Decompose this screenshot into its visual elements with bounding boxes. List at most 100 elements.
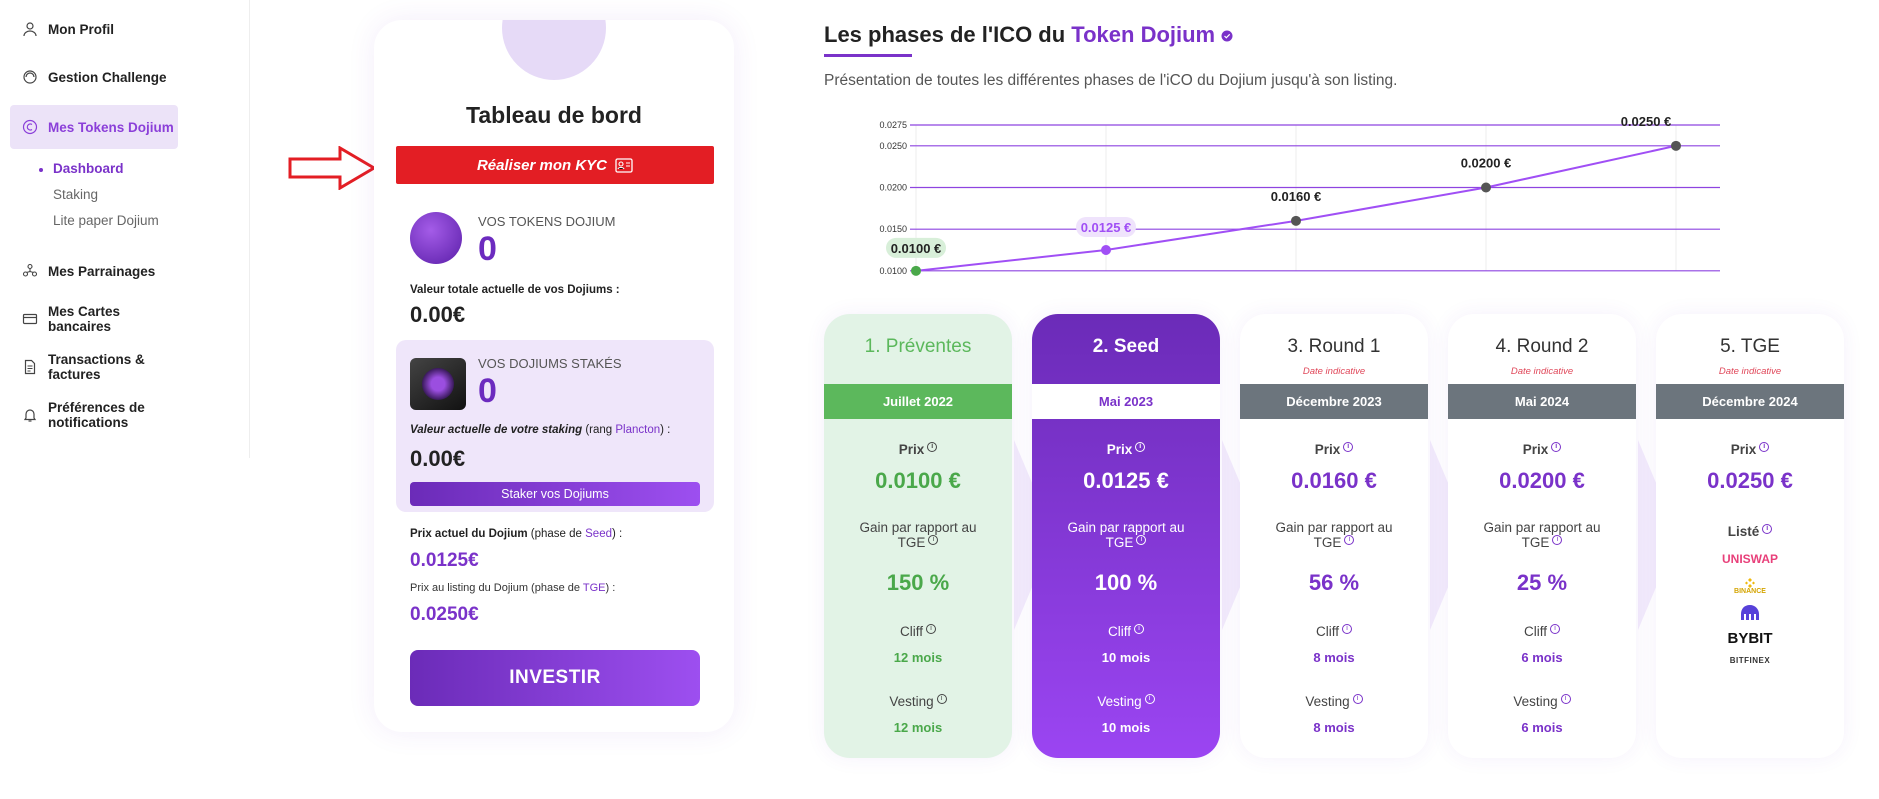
phase-date-note: Date indicative (1302, 366, 1366, 377)
vesting-label: Vesting i (1448, 694, 1636, 709)
current-price: 0.0125€ (410, 550, 479, 571)
info-icon[interactable]: i (1759, 442, 1770, 452)
ico-title-highlight: Token Dojium (1071, 22, 1216, 47)
gain-label-line2: TGE (1521, 535, 1550, 550)
info-icon[interactable]: i (1135, 442, 1146, 452)
sub-item-dashboard[interactable]: Dashboard (39, 161, 124, 176)
phase-date: Mai 2023 (1032, 384, 1220, 419)
chart-data-point (1671, 140, 1681, 151)
info-icon[interactable]: i (927, 442, 938, 452)
id-card-icon (615, 157, 633, 173)
info-icon[interactable]: i (1343, 442, 1354, 452)
vesting-label: Vesting i (824, 694, 1012, 709)
staked-value: 0 (478, 372, 497, 410)
sub-item-lite-paper[interactable]: Lite paper Dojium (53, 213, 159, 228)
phase-date-note: Date indicative (1718, 366, 1782, 377)
info-icon[interactable]: i (928, 535, 939, 545)
cliff-value: 12 mois (893, 650, 943, 665)
phase-title: 1. Préventes (864, 336, 972, 357)
info-icon[interactable]: i (1551, 442, 1562, 452)
phase-title: 5. TGE (1720, 336, 1780, 357)
info-icon[interactable]: i (1560, 694, 1571, 704)
chart-data-label: 0.0250 € (1621, 114, 1672, 129)
nav-mes-parrainages[interactable]: Mes Parrainages (10, 249, 178, 293)
safe-icon (410, 358, 466, 410)
vesting-label-text: Vesting (1305, 694, 1350, 709)
cliff-value: 10 mois (1101, 650, 1151, 665)
chart-ytick-label: 0.0275 (879, 120, 907, 130)
total-value-label: Valeur totale actuelle de vos Dojiums : (410, 284, 620, 296)
ico-description: Présentation de toutes les différentes p… (824, 72, 1398, 89)
price-label-text: Prix (1314, 442, 1341, 457)
cliff-value: 6 mois (1521, 650, 1563, 665)
info-icon[interactable]: i (1550, 624, 1560, 634)
phase-date: Juillet 2022 (824, 384, 1012, 419)
listed-label-text: Listé (1727, 524, 1760, 539)
price-label: Prix i (1240, 442, 1428, 457)
gain-value: 150 % (886, 570, 950, 595)
nav-mes-tokens-dojium[interactable]: Mes Tokens Dojium (10, 105, 178, 149)
info-icon[interactable]: i (1134, 624, 1144, 634)
price-label-text: Prix (1522, 442, 1549, 457)
price-label: Prix i (1448, 442, 1636, 457)
vesting-label-text: Vesting (1513, 694, 1558, 709)
price-label-text: Prix (1106, 442, 1133, 457)
vesting-value: 10 mois (1101, 720, 1151, 735)
cliff-value: 8 mois (1313, 650, 1355, 665)
gain-label: Gain par rapport au TGE i (1032, 520, 1220, 550)
gain-label-line1: Gain par rapport au (1067, 520, 1185, 535)
cliff-label: Cliff i (1240, 624, 1428, 639)
total-value: 0.00€ (410, 302, 466, 327)
info-icon[interactable]: i (1344, 535, 1355, 545)
cliff-label: Cliff i (1032, 624, 1220, 639)
binance-logo: BINANCE (1656, 578, 1844, 595)
phase-title: 4. Round 2 (1495, 336, 1589, 357)
bell-icon (23, 409, 37, 422)
referral-icon (22, 263, 38, 277)
nav-transactions-factures[interactable]: Transactions & factures (10, 345, 178, 389)
current-phase: Seed (585, 528, 612, 540)
dojium-logo (502, 20, 606, 80)
listing-phase: TGE (582, 582, 606, 594)
binance-icon (1745, 578, 1755, 588)
nav-gestion-challenge[interactable]: Gestion Challenge (10, 55, 178, 99)
chart-ytick-label: 0.0250 (879, 141, 907, 151)
info-icon[interactable]: i (1762, 524, 1773, 534)
listed-label: Listé i (1656, 524, 1844, 539)
info-icon[interactable]: i (1552, 535, 1563, 545)
listing-price-label-close: ) : (605, 582, 616, 594)
invest-button[interactable]: INVESTIR (410, 650, 700, 706)
info-icon[interactable]: i (1352, 694, 1363, 704)
info-icon[interactable]: i (926, 624, 936, 634)
info-icon[interactable]: i (936, 694, 947, 704)
nav-label: Mes Parrainages (48, 263, 156, 279)
nav-mon-profil[interactable]: Mon Profil (10, 7, 178, 51)
phase-card-round-1: 3. Round 1 Date indicative Décembre 2023… (1240, 314, 1428, 758)
info-icon[interactable]: i (1144, 694, 1155, 704)
phase-date: Décembre 2024 (1656, 384, 1844, 419)
chart-ytick-label: 0.0100 (879, 266, 907, 276)
listing-price-label-main: Prix au listing du Dojium (phase de (410, 582, 583, 594)
info-icon[interactable]: i (1342, 624, 1352, 634)
cliff-label-text: Cliff (1315, 624, 1339, 639)
price-value: 0.0160 € (1291, 468, 1377, 493)
price-value: 0.0125 € (1083, 468, 1169, 493)
price-label: Prix i (1656, 442, 1844, 457)
phase-date: Décembre 2023 (1240, 384, 1428, 419)
nav-mes-cartes-bancaires[interactable]: Mes Cartes bancaires (10, 297, 178, 341)
sub-item-staking[interactable]: Staking (53, 187, 99, 202)
chart-data-label-bg (886, 237, 946, 258)
stake-button[interactable]: Staker vos Dojiums (410, 482, 700, 506)
nav-label: Transactions & factures (48, 352, 145, 382)
nav-label: Préférences de notifications (48, 400, 145, 430)
gain-label: Gain par rapport au TGE i (824, 520, 1012, 550)
price-label-text: Prix (898, 442, 925, 457)
info-icon[interactable]: i (1136, 535, 1147, 545)
chart-data-label: 0.0200 € (1461, 156, 1512, 171)
kyc-button[interactable]: Réaliser mon KYC (396, 146, 714, 184)
phase-card-round-2: 4. Round 2 Date indicative Mai 2024 Prix… (1448, 314, 1636, 758)
vesting-label-text: Vesting (1097, 694, 1142, 709)
nav-preferences-notifications[interactable]: Préférences de notifications (10, 393, 178, 437)
phase-title: 3. Round 1 (1287, 336, 1381, 357)
ico-title: Les phases de l'ICO du Token Dojium (824, 22, 1233, 48)
